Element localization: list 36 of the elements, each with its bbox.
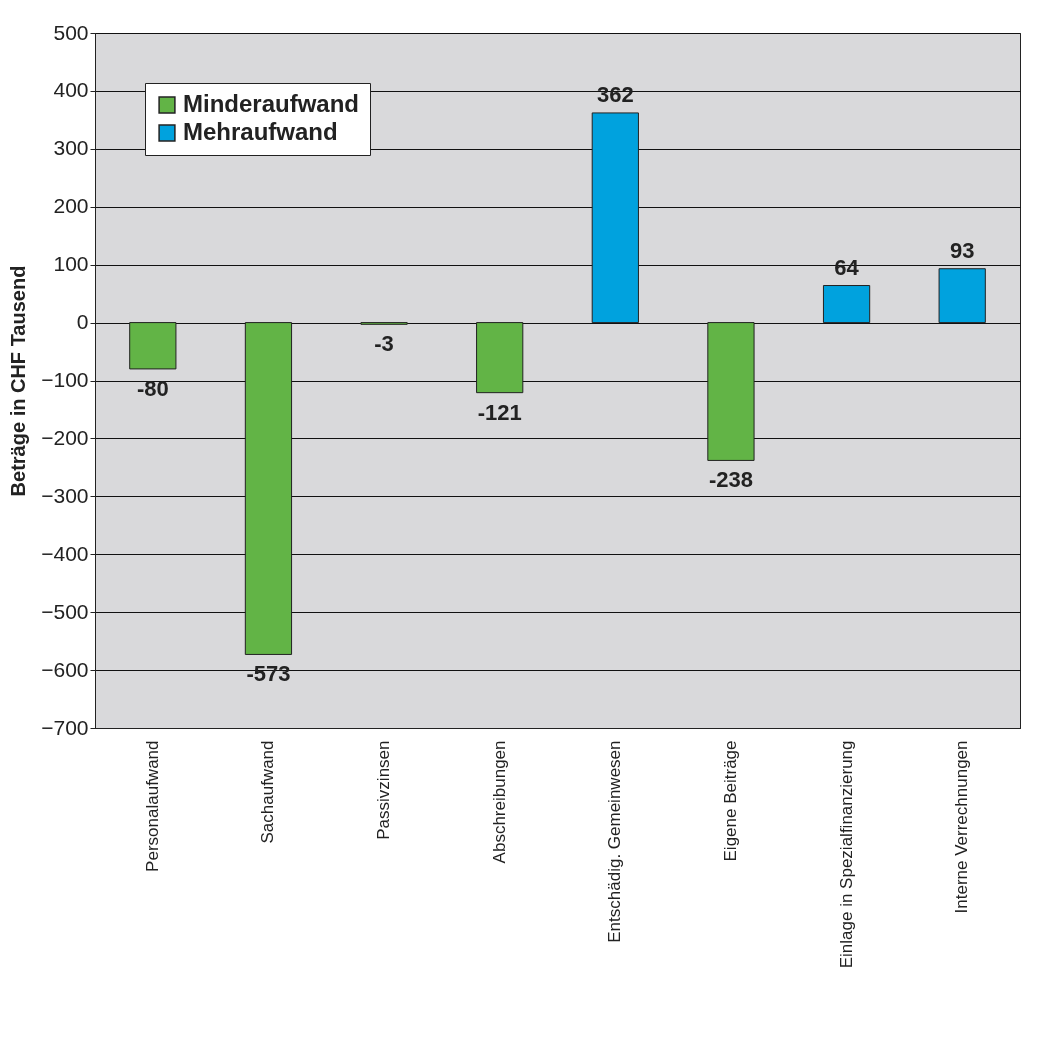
bar <box>476 322 524 394</box>
y-tick-label: −300 <box>41 483 89 507</box>
y-tick-label: −700 <box>41 715 89 739</box>
legend-label: Mehraufwand <box>183 118 338 145</box>
y-tick-label: 500 <box>53 20 89 44</box>
data-label: -80 <box>136 375 169 401</box>
bar <box>938 268 986 324</box>
x-tick-label: Entschädig. Gemeinwesen <box>605 740 625 943</box>
x-tick-label: Personalaufwand <box>142 740 162 872</box>
y-tick-label: −600 <box>41 657 89 681</box>
bar <box>244 322 293 655</box>
bar <box>129 322 177 370</box>
data-label: -238 <box>708 467 753 493</box>
bar <box>707 322 755 461</box>
x-tick-label: Passivzinsen <box>374 740 394 840</box>
y-tick-label: 400 <box>53 78 89 102</box>
x-tick-label: Interne Verrechnungen <box>952 740 972 914</box>
x-tick-label: Abschreibungen <box>489 740 509 864</box>
y-tick-label: 100 <box>53 252 89 276</box>
y-tick-label: −400 <box>41 541 89 565</box>
y-axis-title: Beträge in CHF Tausend <box>7 265 30 497</box>
x-tick-label: Eigene Beiträge <box>720 740 740 862</box>
y-tick-label: 0 <box>76 310 89 334</box>
bar <box>591 112 639 324</box>
data-label: -121 <box>477 399 522 425</box>
data-label: 93 <box>949 237 975 263</box>
x-tick-label: Sachaufwand <box>258 740 278 844</box>
y-tick-label: −200 <box>41 425 89 449</box>
bar <box>822 285 871 324</box>
data-label: -3 <box>374 331 394 357</box>
y-tick-label: −100 <box>41 368 89 391</box>
y-tick-label: 200 <box>53 194 89 218</box>
y-tick-label: 300 <box>53 136 89 160</box>
x-tick-label: Einlage in Spezialfinanzierung <box>836 740 856 969</box>
y-tick-label: −500 <box>41 599 89 623</box>
legend-label: Minderaufwand <box>183 90 360 117</box>
